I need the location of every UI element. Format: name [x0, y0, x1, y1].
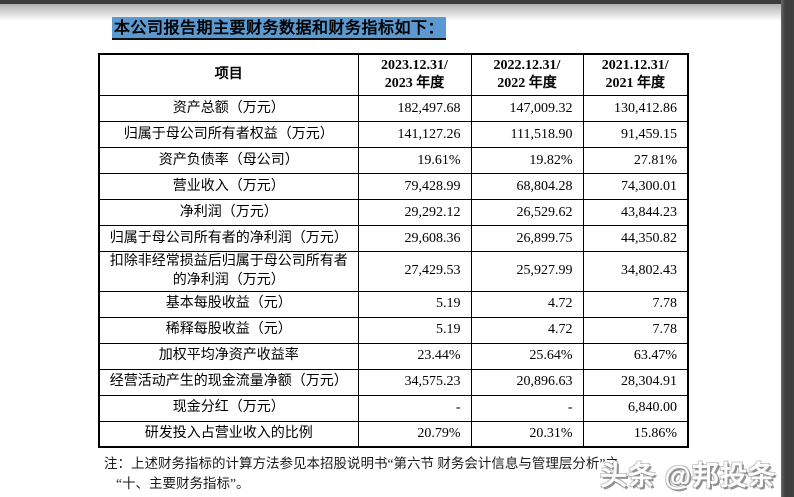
footnote-line2: “十、主要财务指标”。 [116, 475, 250, 491]
row-value-2021: 6,840.00 [582, 394, 689, 422]
row-label: 现金分红（万元） [98, 394, 359, 422]
row-value-2021: 7.78 [582, 290, 689, 318]
header-item: 项目 [98, 53, 359, 97]
row-value-2021: 7.78 [582, 316, 689, 344]
row-value-2023: 34,575.23 [357, 368, 472, 396]
row-value-2023: 5.19 [357, 290, 472, 318]
row-label: 研发投入占营业收入的比例 [98, 420, 359, 448]
row-label: 扣除非经常损益后归属于母公司所有者的净利润（万元） [98, 251, 359, 292]
row-value-2021: 44,350.82 [582, 225, 689, 253]
row-value-2023: 79,428.99 [357, 173, 472, 201]
row-value-2021: 74,300.01 [582, 173, 689, 201]
row-value-2022: 20.31% [470, 420, 584, 448]
row-value-2022: 4.72 [470, 316, 584, 344]
row-value-2021: 63.47% [582, 342, 689, 370]
row-value-2023: 19.61% [357, 147, 472, 175]
row-value-2022: 147,009.32 [470, 95, 584, 123]
table-row: 稀释每股收益（元） 5.19 4.72 7.78 [98, 316, 689, 344]
table-row: 资产总额（万元） 182,497.68 147,009.32 130,412.8… [98, 95, 689, 123]
row-value-2022: 26,899.75 [470, 225, 584, 253]
row-value-2023: 29,608.36 [357, 225, 472, 253]
table-header-row: 项目 2023.12.31/ 2023 年度 2022.12.31/ 2022 … [98, 53, 689, 97]
screen-top-edge [0, 0, 794, 4]
page-title: 本公司报告期主要财务数据和财务指标如下： [112, 14, 447, 40]
table-row: 净利润（万元） 29,292.12 26,529.62 43,844.23 [98, 199, 689, 227]
toutiao-watermark: 头条 @邦投条 [600, 461, 776, 491]
row-value-2022: 111,518.90 [470, 121, 584, 149]
table-row: 基本每股收益（元） 5.19 4.72 7.78 [98, 290, 689, 318]
header-2021: 2021.12.31/ 2021 年度 [582, 53, 689, 97]
table-row: 归属于母公司所有者权益（万元） 141,127.26 111,518.90 91… [98, 121, 689, 149]
footnote-line1: 注：上述财务指标的计算方法参见本招股说明书“第六节 财务会计信息与管理层分析”之 [104, 456, 619, 471]
row-value-2023: 20.79% [357, 420, 472, 448]
footnote: 注：上述财务指标的计算方法参见本招股说明书“第六节 财务会计信息与管理层分析”之… [104, 454, 704, 493]
row-value-2023: 23.44% [357, 342, 472, 370]
row-label: 资产总额（万元） [98, 95, 359, 123]
row-value-2022: 25,927.99 [470, 251, 584, 292]
row-value-2023: 182,497.68 [357, 95, 472, 123]
row-label: 归属于母公司所有者权益（万元） [98, 121, 359, 149]
row-value-2021: 130,412.86 [582, 95, 689, 123]
table-row: 扣除非经常损益后归属于母公司所有者的净利润（万元） 27,429.53 25,9… [98, 251, 689, 292]
row-value-2022: 26,529.62 [470, 199, 584, 227]
table-row: 经营活动产生的现金流量净额（万元） 34,575.23 20,896.63 28… [98, 368, 689, 396]
row-value-2021: 27.81% [582, 147, 689, 175]
table-row: 资产负债率（母公司） 19.61% 19.82% 27.81% [98, 147, 689, 175]
row-label: 基本每股收益（元） [98, 290, 359, 318]
row-label: 资产负债率（母公司） [98, 147, 359, 175]
row-value-2022: 25.64% [470, 342, 584, 370]
row-value-2021: 43,844.23 [582, 199, 689, 227]
table-row: 现金分红（万元） - - 6,840.00 [98, 394, 689, 422]
row-label: 净利润（万元） [98, 199, 359, 227]
row-value-2022: 4.72 [470, 290, 584, 318]
row-label: 营业收入（万元） [98, 173, 359, 201]
header-2022: 2022.12.31/ 2022 年度 [470, 53, 584, 97]
row-value-2022: 68,804.28 [470, 173, 584, 201]
row-label: 稀释每股收益（元） [98, 316, 359, 344]
row-value-2023: 141,127.26 [357, 121, 472, 149]
row-value-2023: 29,292.12 [357, 199, 472, 227]
screen-right-edge [781, 0, 794, 497]
row-value-2022: 20,896.63 [470, 368, 584, 396]
header-2023: 2023.12.31/ 2023 年度 [357, 53, 472, 97]
table-row: 加权平均净资产收益率 23.44% 25.64% 63.47% [98, 342, 689, 370]
table-row: 营业收入（万元） 79,428.99 68,804.28 74,300.01 [98, 173, 689, 201]
row-label: 经营活动产生的现金流量净额（万元） [98, 368, 359, 396]
row-label: 归属于母公司所有者的净利润（万元） [98, 225, 359, 253]
row-value-2023: - [357, 394, 472, 422]
page-title-highlight: 本公司报告期主要财务数据和财务指标如下： [112, 17, 447, 40]
row-value-2021: 91,459.15 [582, 121, 689, 149]
row-value-2022: 19.82% [470, 147, 584, 175]
row-value-2023: 5.19 [357, 316, 472, 344]
row-label: 加权平均净资产收益率 [98, 342, 359, 370]
table-row: 研发投入占营业收入的比例 20.79% 20.31% 15.86% [98, 420, 689, 448]
financial-indicators-table: 项目 2023.12.31/ 2023 年度 2022.12.31/ 2022 … [98, 53, 689, 449]
screen-top-fade [0, 4, 794, 21]
row-value-2021: 28,304.91 [582, 368, 689, 396]
table-row: 归属于母公司所有者的净利润（万元） 29,608.36 26,899.75 44… [98, 225, 689, 253]
row-value-2021: 15.86% [582, 420, 689, 448]
row-value-2021: 34,802.43 [582, 251, 689, 292]
row-value-2022: - [470, 394, 584, 422]
row-value-2023: 27,429.53 [357, 251, 472, 292]
